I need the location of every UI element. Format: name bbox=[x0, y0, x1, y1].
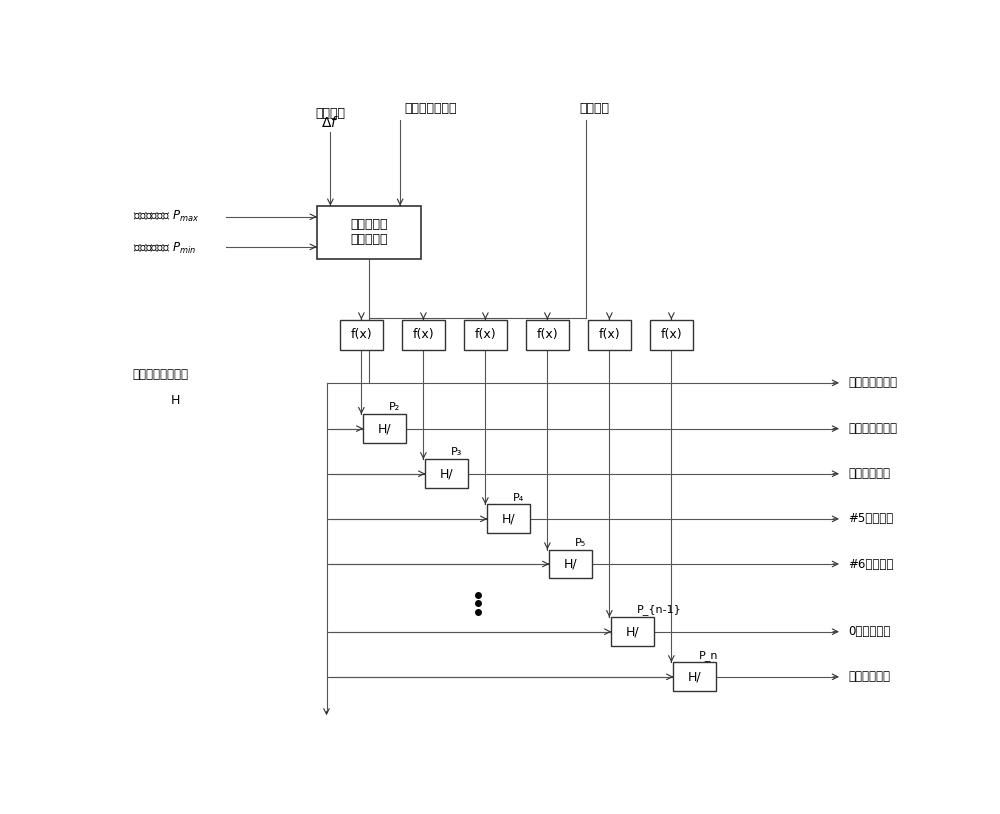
Text: H/: H/ bbox=[564, 558, 577, 571]
Bar bbox=[673, 663, 716, 691]
Text: 一次调频负荷指令: 一次调频负荷指令 bbox=[133, 368, 189, 381]
Text: f(x): f(x) bbox=[475, 328, 496, 341]
Text: P_{n-1}: P_{n-1} bbox=[637, 605, 681, 615]
Bar bbox=[402, 320, 445, 350]
Text: 机组负荷下限 $P_{min}$: 机组负荷下限 $P_{min}$ bbox=[133, 241, 196, 256]
Text: 凝结水节流调频: 凝结水节流调频 bbox=[848, 422, 897, 435]
Text: f(x): f(x) bbox=[351, 328, 372, 341]
Text: 电网频差: 电网频差 bbox=[315, 107, 345, 120]
Bar bbox=[526, 320, 569, 350]
Text: f(x): f(x) bbox=[661, 328, 682, 341]
Bar bbox=[317, 206, 421, 259]
Text: 机组功率: 机组功率 bbox=[579, 103, 609, 116]
Text: P₄: P₄ bbox=[512, 492, 524, 502]
Text: #5低加切除: #5低加切除 bbox=[848, 512, 893, 525]
Text: 一次调频负
荷指令计算: 一次调频负 荷指令计算 bbox=[350, 218, 388, 247]
Bar bbox=[340, 320, 383, 350]
Text: H/: H/ bbox=[688, 670, 701, 683]
Text: #6低加切除: #6低加切除 bbox=[848, 558, 893, 571]
Text: f(x): f(x) bbox=[413, 328, 434, 341]
Text: H/: H/ bbox=[378, 422, 391, 435]
Text: H: H bbox=[171, 393, 180, 406]
Bar bbox=[487, 505, 530, 533]
Bar bbox=[425, 459, 468, 488]
Text: P_n: P_n bbox=[698, 650, 718, 660]
Text: H/: H/ bbox=[440, 467, 453, 480]
Text: H/: H/ bbox=[626, 625, 639, 638]
Bar bbox=[650, 320, 693, 350]
Text: P₂: P₂ bbox=[388, 402, 400, 413]
Text: $\Delta f$: $\Delta f$ bbox=[321, 116, 339, 130]
Text: f(x): f(x) bbox=[599, 328, 620, 341]
Text: H/: H/ bbox=[502, 512, 515, 525]
Bar bbox=[464, 320, 507, 350]
Bar bbox=[611, 617, 654, 646]
Text: 0号高加调频: 0号高加调频 bbox=[848, 625, 890, 638]
Text: f(x): f(x) bbox=[537, 328, 558, 341]
Text: 机组负荷上限 $P_{max}$: 机组负荷上限 $P_{max}$ bbox=[133, 209, 199, 225]
Text: P₃: P₃ bbox=[450, 448, 462, 457]
Text: 高加切除调频: 高加切除调频 bbox=[848, 670, 890, 683]
Text: 给水旁路调频: 给水旁路调频 bbox=[848, 467, 890, 480]
Bar bbox=[549, 549, 592, 579]
Text: 汽机高调阀调频: 汽机高调阀调频 bbox=[848, 376, 897, 389]
Text: P₅: P₅ bbox=[574, 538, 586, 548]
Bar bbox=[588, 320, 631, 350]
Text: 磨煤机运行台数: 磨煤机运行台数 bbox=[405, 103, 457, 116]
Bar bbox=[363, 414, 406, 443]
